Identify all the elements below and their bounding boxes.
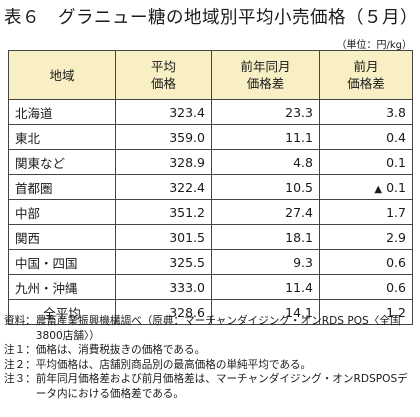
note-1: 注１： 価格は、消費税抜きの価格である。 <box>4 344 206 356</box>
mom-value: 3.8 <box>386 104 406 120</box>
header-yoy-diff: 前年同月 価格差 <box>211 50 320 100</box>
cell-avg-price: 322.4 <box>115 174 212 200</box>
table-row: 中部 351.2 27.4 1.7 <box>8 199 413 225</box>
cell-mom-diff: 0.1 <box>319 149 413 175</box>
cell-yoy-diff: 11.1 <box>211 124 320 150</box>
cell-avg-price: 359.0 <box>115 124 212 150</box>
cell-avg-price: 325.5 <box>115 249 212 275</box>
table-row: 関西 301.5 18.1 2.9 <box>8 224 413 250</box>
mom-value: 0.6 <box>386 279 406 295</box>
cell-mom-diff: ▲ 0.1 <box>319 174 413 200</box>
mom-value: 2.9 <box>386 229 406 245</box>
mom-value: 0.4 <box>386 129 406 145</box>
cell-yoy-diff: 4.8 <box>211 149 320 175</box>
cell-region: 首都圏 <box>8 174 116 200</box>
header-row: 地域 平均 価格 前年同月 価格差 前月 価格差 <box>8 50 413 100</box>
cell-yoy-diff: 27.4 <box>211 199 320 225</box>
cell-region: 全平均 <box>8 299 116 325</box>
table-row: 東北 359.0 11.1 0.4 <box>8 124 413 150</box>
cell-region: 九州・沖縄 <box>8 274 116 300</box>
footnotes: 資料： 農畜産業振興機構調べ（原典：マーチャンダイジング・オンRDS POS〈全国… <box>4 314 416 401</box>
note-3: 注３： 前年同月価格差および前月価格差は、マーチャンダイジング・オンRDSPOSデ… <box>4 373 408 400</box>
cell-yoy-diff: 23.3 <box>211 99 320 125</box>
table-row: 北海道 323.4 23.3 3.8 <box>8 99 413 125</box>
cell-region: 中部 <box>8 199 116 225</box>
total-row: 全平均 328.6 14.1 1.2 <box>8 299 413 325</box>
cell-mom-diff: 1.2 <box>319 299 413 325</box>
cell-region: 北海道 <box>8 99 116 125</box>
cell-region: 関西 <box>8 224 116 250</box>
mom-value: 0.1 <box>386 154 406 170</box>
note-source: 資料： 農畜産業振興機構調べ（原典：マーチャンダイジング・オンRDS POS〈全国… <box>4 315 401 342</box>
cell-yoy-diff: 11.4 <box>211 274 320 300</box>
table-title: 表６ グラニュー糖の地域別平均小売価格（５月） <box>4 8 418 28</box>
table-row: 中国・四国 325.5 9.3 0.6 <box>8 249 413 275</box>
header-mom-diff: 前月 価格差 <box>319 50 413 100</box>
unit-label: （単位：円/kg） <box>336 40 412 51</box>
mom-value: 0.1 <box>386 179 406 195</box>
cell-yoy-diff: 9.3 <box>211 249 320 275</box>
price-table: 地域 平均 価格 前年同月 価格差 前月 価格差 北海道 323.4 23.3 3.8 東北 3… <box>8 50 413 325</box>
cell-avg-price: 351.2 <box>115 199 212 225</box>
cell-avg-price: 328.9 <box>115 149 212 175</box>
mom-value: 0.6 <box>386 254 406 270</box>
mom-value: 1.7 <box>386 204 406 220</box>
table-row: 九州・沖縄 333.0 11.4 0.6 <box>8 274 413 300</box>
cell-region: 東北 <box>8 124 116 150</box>
cell-yoy-diff: 18.1 <box>211 224 320 250</box>
cell-avg-price: 301.5 <box>115 224 212 250</box>
cell-region: 中国・四国 <box>8 249 116 275</box>
cell-mom-diff: 0.4 <box>319 124 413 150</box>
cell-mom-diff: 0.6 <box>319 274 413 300</box>
cell-mom-diff: 0.6 <box>319 249 413 275</box>
mom-value: 1.2 <box>386 304 406 320</box>
cell-mom-diff: 1.7 <box>319 199 413 225</box>
table-row: 首都圏 322.4 10.5 ▲ 0.1 <box>8 174 413 200</box>
cell-avg-price: 328.6 <box>115 299 212 325</box>
negative-marker: ▲ <box>374 183 383 195</box>
cell-avg-price: 333.0 <box>115 274 212 300</box>
cell-yoy-diff: 10.5 <box>211 174 320 200</box>
table-row: 関東など 328.9 4.8 0.1 <box>8 149 413 175</box>
cell-avg-price: 323.4 <box>115 99 212 125</box>
cell-region: 関東など <box>8 149 116 175</box>
cell-mom-diff: 3.8 <box>319 99 413 125</box>
header-region: 地域 <box>8 50 116 100</box>
note-2: 注２： 平均価格は、店舗別商品別の最高価格の単純平均である。 <box>4 358 312 371</box>
header-avg-price: 平均 価格 <box>115 50 212 100</box>
cell-mom-diff: 2.9 <box>319 224 413 250</box>
